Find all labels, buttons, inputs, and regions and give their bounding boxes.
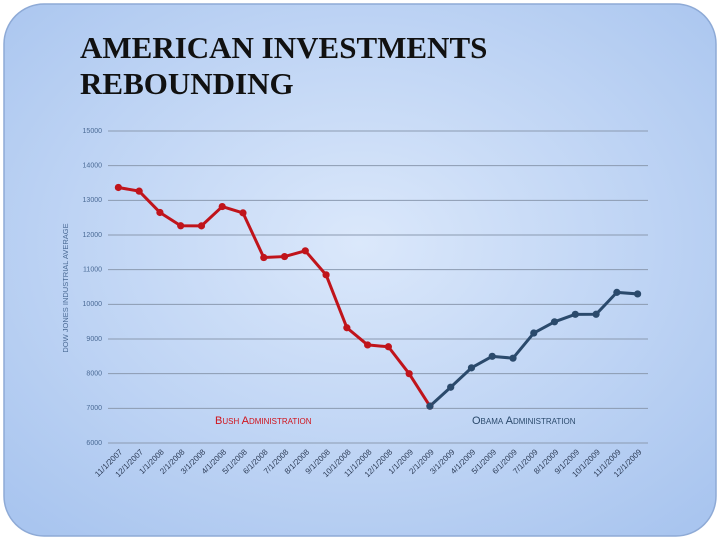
data-point <box>613 288 621 296</box>
data-point <box>301 247 309 255</box>
data-point <box>197 222 206 230</box>
y-tick-label: 10000 <box>83 301 103 308</box>
y-tick-label: 12000 <box>83 232 103 239</box>
y-tick-label: 13000 <box>83 197 103 204</box>
data-point <box>447 383 455 391</box>
data-point <box>364 341 372 349</box>
data-point <box>135 187 143 195</box>
y-tick-label: 6000 <box>86 440 102 447</box>
y-tick-label: 14000 <box>83 163 103 170</box>
data-point <box>488 352 496 360</box>
y-tick-label: 11000 <box>83 267 102 274</box>
y-axis-label: DOW JONES INDUSTRIAL AVERAGE <box>61 223 70 352</box>
y-tick-label: 7000 <box>86 405 102 412</box>
data-point <box>530 329 538 337</box>
data-point <box>280 252 289 261</box>
annotation: Bush Administration <box>215 415 312 427</box>
data-point <box>550 318 559 326</box>
y-tick-label: 9000 <box>86 336 102 343</box>
data-point <box>634 290 642 298</box>
data-point <box>114 183 122 192</box>
slide-title: AMERICAN INVESTMENTS REBOUNDING <box>80 30 488 101</box>
data-point <box>177 222 185 230</box>
data-point <box>571 310 579 318</box>
data-point <box>260 253 268 262</box>
y-tick-label: 8000 <box>86 371 102 378</box>
data-point <box>239 209 247 217</box>
series-line <box>118 185 432 407</box>
data-point <box>426 402 434 410</box>
y-tick-label: 15000 <box>83 128 103 135</box>
data-point <box>156 208 164 217</box>
data-point <box>218 202 226 211</box>
data-point <box>509 354 517 362</box>
data-point <box>467 364 476 372</box>
data-point <box>322 271 330 279</box>
data-point <box>343 324 351 332</box>
data-point <box>384 343 392 351</box>
data-point <box>405 370 413 378</box>
annotation: Obama Administration <box>472 415 576 427</box>
data-point <box>592 310 600 318</box>
